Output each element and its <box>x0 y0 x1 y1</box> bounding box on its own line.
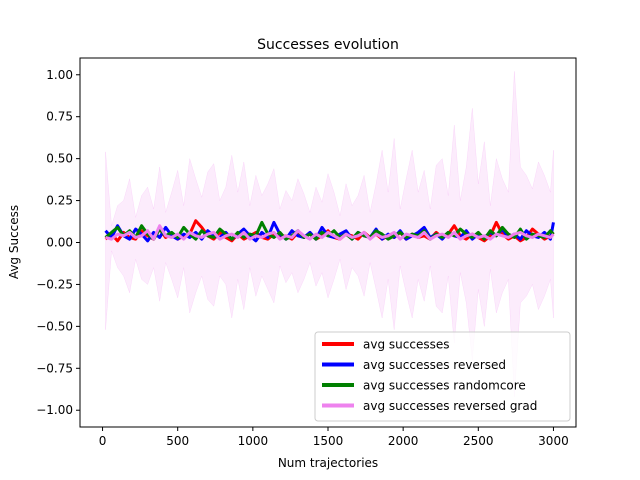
x-tick-label: 2500 <box>463 434 494 448</box>
y-tick-label: 0.25 <box>46 194 73 208</box>
series-layer <box>104 219 555 243</box>
x-tick-label: 0 <box>99 434 107 448</box>
y-tick-label: 0.75 <box>46 110 73 124</box>
y-tick-label: −0.75 <box>36 361 73 375</box>
legend-label: avg successes reversed <box>363 358 506 372</box>
y-axis-label: Avg Success <box>7 205 21 279</box>
legend-label: avg successes reversed grad <box>363 399 537 413</box>
legend-label: avg successes randomcore <box>363 379 526 393</box>
y-tick-label: −1.00 <box>36 403 73 417</box>
x-tick-label: 3000 <box>538 434 569 448</box>
y-tick-label: 1.00 <box>46 68 73 82</box>
y-tick-label: −0.25 <box>36 277 73 291</box>
y-tick-label: −0.50 <box>36 319 73 333</box>
x-axis-label: Num trajectories <box>278 456 378 470</box>
chart-title: Successes evolution <box>257 37 399 53</box>
legend: avg successes avg successes reversed avg s… <box>314 331 571 422</box>
y-axis-ticks: −1.00 −0.75 −0.50 −0.25 0.00 0.25 0.50 0.75 1.00 <box>36 68 80 417</box>
x-axis-ticks: 0 500 1000 1500 2000 2500 3000 <box>99 427 569 448</box>
x-tick-label: 2000 <box>388 434 419 448</box>
series-line-3 <box>105 224 555 241</box>
y-tick-label: 0.50 <box>46 152 73 166</box>
legend-label: avg successes <box>363 338 449 352</box>
x-tick-label: 500 <box>166 434 189 448</box>
x-tick-label: 1500 <box>313 434 344 448</box>
legend-box <box>314 331 571 422</box>
x-tick-label: 1000 <box>238 434 269 448</box>
y-tick-label: 0.00 <box>46 236 73 250</box>
